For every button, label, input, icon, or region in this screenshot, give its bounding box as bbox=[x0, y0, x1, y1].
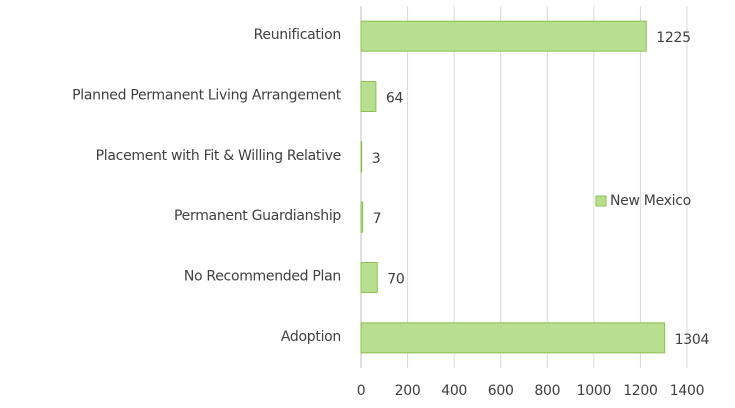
data-label: 7 bbox=[373, 211, 382, 227]
y-tick-label: Adoption bbox=[281, 329, 341, 345]
y-tick-label: Reunification bbox=[254, 27, 341, 43]
data-label: 64 bbox=[386, 91, 404, 107]
x-tick-label: 200 bbox=[395, 383, 421, 399]
y-tick-label: Permanent Guardianship bbox=[174, 208, 341, 224]
data-label: 3 bbox=[372, 151, 381, 167]
x-tick-label: 1200 bbox=[623, 383, 657, 399]
y-tick-label: No Recommended Plan bbox=[184, 269, 341, 285]
bar bbox=[360, 322, 666, 354]
x-tick-label: 400 bbox=[441, 383, 467, 399]
y-tick-label: Planned Permanent Living Arrangement bbox=[72, 88, 342, 104]
bar bbox=[360, 20, 647, 52]
legend-swatch bbox=[595, 195, 607, 207]
data-label: 1225 bbox=[656, 30, 690, 46]
x-tick-label: 1000 bbox=[577, 383, 611, 399]
y-tick-label: Placement with Fit & Willing Relative bbox=[96, 148, 341, 164]
bar bbox=[360, 81, 377, 112]
bar bbox=[360, 201, 364, 233]
bar bbox=[360, 141, 363, 173]
data-label: 70 bbox=[387, 272, 404, 288]
x-tick-label: 1400 bbox=[670, 383, 704, 399]
x-tick-label: 600 bbox=[488, 383, 514, 399]
data-label: 1304 bbox=[675, 332, 710, 348]
bar bbox=[360, 262, 378, 293]
x-tick-label: 800 bbox=[534, 383, 560, 399]
x-tick-label: 0 bbox=[357, 383, 366, 399]
legend-label: New Mexico bbox=[610, 193, 691, 209]
